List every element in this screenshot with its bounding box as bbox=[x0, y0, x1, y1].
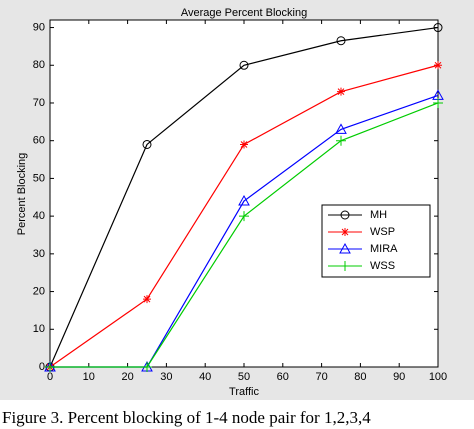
x-tick-label: 50 bbox=[238, 371, 250, 383]
x-tick-label: 70 bbox=[315, 371, 327, 383]
marker bbox=[340, 210, 350, 220]
caption: Figure 3. Percent blocking of 1-4 node p… bbox=[2, 408, 371, 427]
y-tick-label: 10 bbox=[33, 323, 45, 335]
y-axis-label: Percent Blocking bbox=[16, 153, 28, 236]
y-tick-label: 50 bbox=[33, 172, 45, 184]
marker bbox=[335, 123, 347, 134]
legend-label: MH bbox=[370, 209, 387, 221]
marker bbox=[238, 195, 250, 206]
y-tick-label: 30 bbox=[33, 248, 45, 260]
y-tick-label: 80 bbox=[33, 59, 45, 71]
y-tick-label: 40 bbox=[33, 210, 45, 222]
marker bbox=[239, 211, 249, 222]
y-tick-label: 60 bbox=[33, 135, 45, 147]
legend-label: MIRA bbox=[370, 243, 398, 255]
series-line bbox=[49, 26, 439, 368]
marker bbox=[340, 261, 350, 271]
legend-label: WSP bbox=[370, 226, 395, 238]
x-tick-label: 0 bbox=[47, 371, 53, 383]
marker bbox=[336, 36, 346, 46]
x-tick-label: 60 bbox=[277, 371, 289, 383]
x-tick-label: 30 bbox=[160, 371, 172, 383]
x-axis-label: Traffic bbox=[229, 386, 259, 398]
marker bbox=[142, 139, 152, 149]
marker bbox=[45, 362, 55, 372]
marker bbox=[433, 23, 443, 33]
x-tick-label: 80 bbox=[354, 371, 366, 383]
x-tick-label: 100 bbox=[429, 371, 447, 383]
marker bbox=[337, 87, 345, 96]
x-tick-label: 10 bbox=[83, 371, 95, 383]
chart-title: Average Percent Blocking bbox=[181, 7, 307, 19]
y-tick-label: 90 bbox=[33, 21, 45, 33]
marker bbox=[142, 362, 152, 372]
y-tick-label: 70 bbox=[33, 97, 45, 109]
marker bbox=[433, 97, 443, 108]
marker bbox=[336, 135, 346, 146]
marker bbox=[434, 61, 442, 70]
x-tick-label: 40 bbox=[199, 371, 211, 383]
marker bbox=[240, 140, 248, 149]
marker bbox=[339, 242, 351, 254]
x-tick-label: 90 bbox=[393, 371, 405, 383]
plot-area bbox=[49, 19, 439, 368]
legend-box bbox=[321, 204, 431, 278]
x-tick-label: 20 bbox=[121, 371, 133, 383]
legend-label: WSS bbox=[370, 260, 395, 272]
marker bbox=[239, 60, 249, 70]
marker bbox=[143, 295, 151, 304]
y-tick-label: 20 bbox=[33, 285, 45, 297]
y-tick-label: 0 bbox=[39, 361, 45, 373]
marker bbox=[341, 228, 349, 236]
